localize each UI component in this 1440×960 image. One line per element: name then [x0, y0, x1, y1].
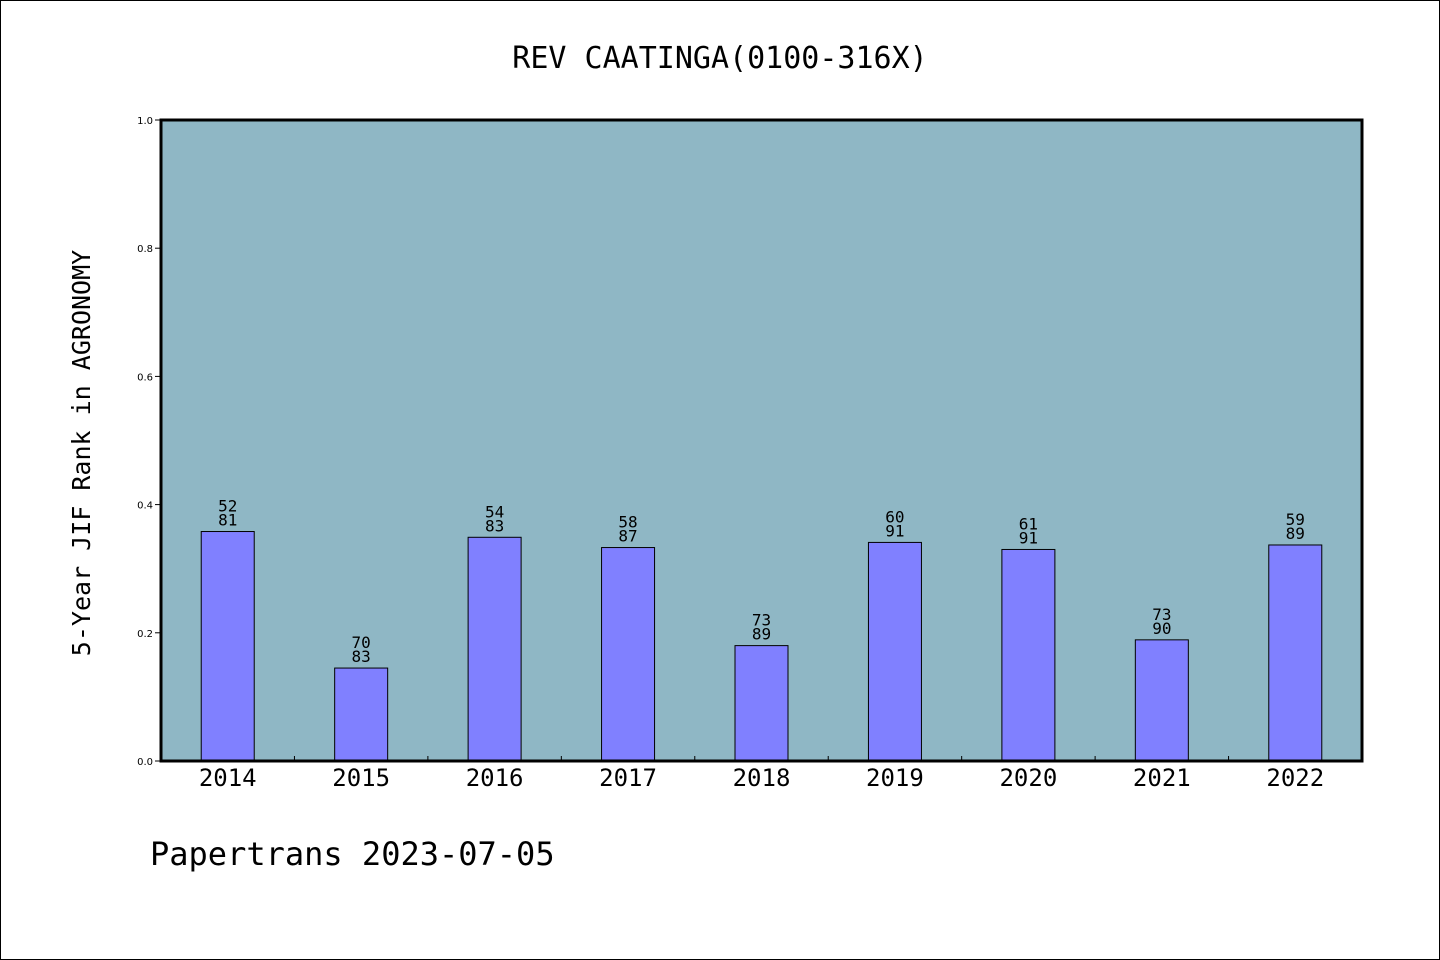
- data-label-rank: 59: [1286, 510, 1305, 529]
- bar-2017: [601, 547, 656, 762]
- bar-2021: [1134, 639, 1189, 762]
- data-label-rank: 60: [885, 507, 904, 526]
- y-tick-label: 0.0: [137, 757, 153, 768]
- bar-2015: [334, 667, 389, 762]
- data-label-rank: 61: [1019, 514, 1038, 533]
- bar-2018: [734, 645, 789, 762]
- x-tick-label: 2018: [733, 764, 791, 792]
- data-label-total: 90: [1152, 619, 1171, 638]
- y-tick-label: 0.2: [137, 629, 153, 640]
- y-axis-ticks: 0.0 0.2 0.4 0.6 0.8 1.0: [137, 116, 161, 768]
- data-label-total: 89: [752, 625, 771, 644]
- x-tick-label: 2015: [332, 764, 390, 792]
- bars-group: [200, 531, 1323, 762]
- chart-title: REV CAATINGA(0100-316X): [512, 41, 927, 76]
- bar-2020: [1001, 548, 1056, 762]
- data-label-total: 91: [885, 521, 904, 540]
- data-label-total: 83: [352, 647, 371, 666]
- y-tick-label: 0.4: [137, 501, 153, 512]
- x-tick-label: 2022: [1266, 764, 1324, 792]
- x-tick-label: 2020: [999, 764, 1057, 792]
- data-label-total: 81: [218, 511, 237, 530]
- y-tick-label: 0.8: [137, 244, 153, 255]
- bar-2016: [467, 536, 522, 762]
- data-label-rank: 58: [618, 513, 637, 532]
- data-label-total: 87: [618, 527, 637, 546]
- footer-text: Papertrans 2023-07-05: [150, 835, 555, 873]
- x-tick-label: 2019: [866, 764, 924, 792]
- x-tick-label: 2017: [599, 764, 657, 792]
- data-label-rank: 73: [752, 611, 771, 630]
- y-tick-label: 0.6: [137, 372, 153, 383]
- data-label-rank: 54: [485, 502, 504, 521]
- data-label-total: 89: [1286, 524, 1305, 543]
- x-tick-label: 2016: [466, 764, 524, 792]
- data-label-rank: 52: [218, 497, 237, 516]
- y-axis-label: 5-Year JIF Rank in AGRONOMY: [67, 250, 96, 656]
- bar-2022: [1268, 544, 1323, 762]
- data-label-total: 91: [1019, 528, 1038, 547]
- x-tick-label: 2014: [199, 764, 257, 792]
- plot-frame: [159, 118, 1364, 763]
- data-label-rank: 70: [352, 633, 371, 652]
- y-tick-label: 1.0: [137, 116, 153, 127]
- data-label-rank: 73: [1152, 605, 1171, 624]
- data-label-total: 83: [485, 516, 504, 535]
- bar-2014: [200, 531, 255, 762]
- x-tick-label: 2021: [1133, 764, 1191, 792]
- x-axis-ticks: 2014 2015 2016 2017 2018 2019 2020 2021 2022: [199, 756, 1324, 792]
- bar-2019: [867, 541, 922, 762]
